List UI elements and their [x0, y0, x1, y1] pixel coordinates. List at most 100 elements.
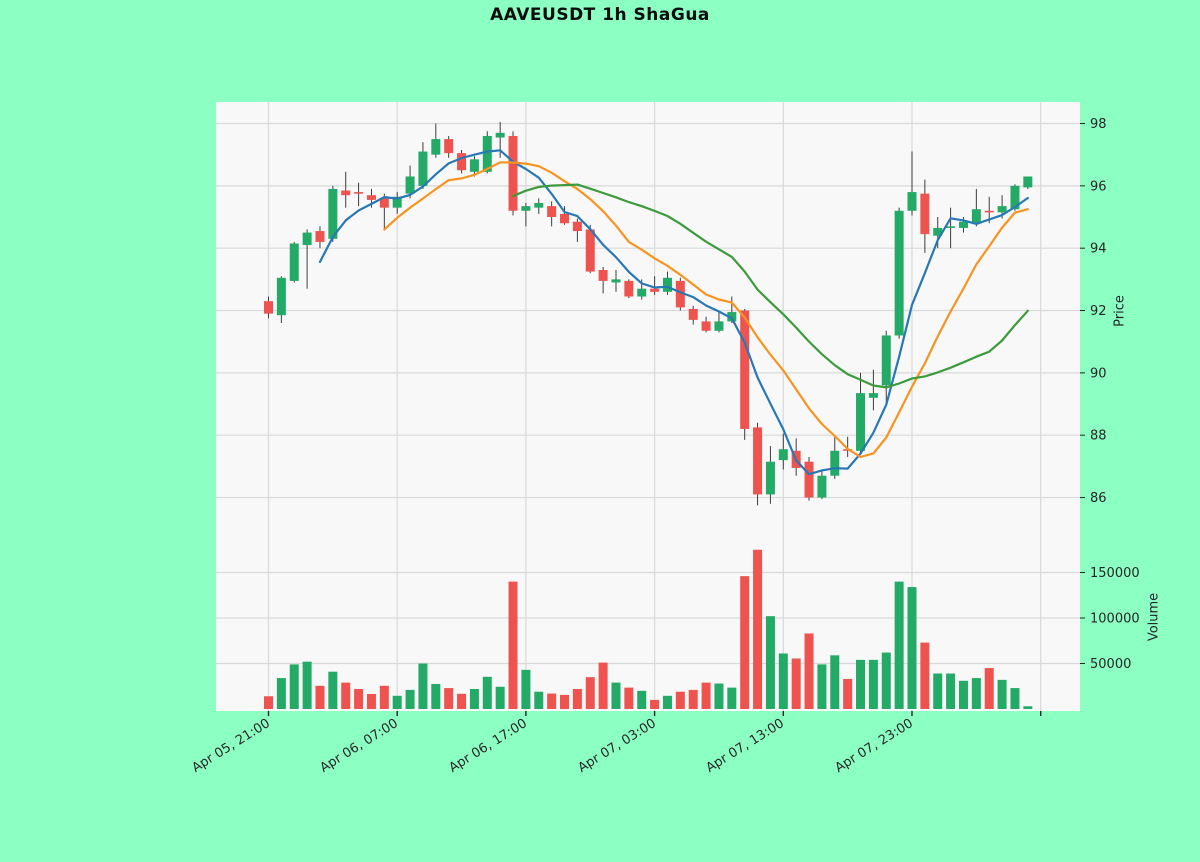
candle-body-down — [585, 229, 595, 272]
candle-body-up — [881, 335, 891, 386]
volume-bar — [650, 699, 660, 709]
volume-bar — [534, 691, 544, 709]
candle-body-down — [701, 321, 711, 331]
volume-bar — [418, 663, 428, 709]
candle-body-up — [418, 151, 428, 186]
volume-bar — [444, 688, 454, 709]
volume-bar — [920, 642, 930, 709]
candle-body-down — [366, 195, 376, 200]
candle-body-down — [315, 231, 325, 242]
volume-bar — [997, 679, 1007, 709]
volume-bar — [662, 695, 672, 709]
candle-body-up — [971, 209, 981, 224]
volume-bar — [289, 664, 299, 709]
candle-body-up — [830, 450, 840, 476]
candle-body-up — [778, 449, 788, 461]
volume-bar — [894, 581, 904, 709]
volume-bar — [560, 694, 570, 709]
volume-bar — [508, 581, 518, 709]
candle-body-up — [856, 393, 866, 451]
volume-bar — [1023, 706, 1033, 709]
volume-bar — [624, 687, 634, 709]
candle-body-down — [508, 135, 518, 211]
price-tick-label: 94 — [1090, 242, 1107, 257]
price-tick-label: 96 — [1090, 179, 1107, 194]
volume-bar — [688, 689, 698, 709]
candle-body-up — [469, 159, 479, 172]
volume-bar — [830, 655, 840, 709]
candle-body-up — [817, 475, 827, 498]
candle-body-up — [392, 196, 402, 208]
candle-body-up — [662, 277, 672, 292]
volume-bar — [765, 616, 775, 709]
volume-bar — [637, 690, 647, 709]
sma5-line — [318, 149, 1029, 476]
volume-bar — [379, 685, 389, 709]
candle-body-up — [495, 132, 505, 138]
volume-bar — [881, 652, 891, 709]
candle-body-down — [740, 310, 750, 429]
candle-body-down — [341, 190, 351, 196]
candle-body-down — [675, 280, 685, 308]
volume-bar — [495, 686, 505, 709]
candle-body-down — [804, 461, 814, 498]
price-tick-label: 86 — [1090, 491, 1107, 506]
volume-bar — [701, 682, 711, 709]
candle-body-up — [611, 279, 621, 283]
candle-body-up — [276, 277, 286, 316]
volume-bar — [675, 691, 685, 709]
candle-body-down — [547, 206, 557, 218]
plot-background — [216, 102, 1080, 711]
candle-body-down — [920, 193, 930, 235]
price-tick-label: 92 — [1090, 304, 1107, 319]
volume-bar — [431, 683, 441, 709]
candle-body-down — [598, 269, 608, 281]
candle-body-up — [868, 393, 878, 398]
volume-bar — [856, 659, 866, 709]
price-axis-label: Price — [1112, 295, 1128, 327]
volume-bar — [804, 633, 814, 709]
volume-bar — [958, 680, 968, 709]
volume-bar — [521, 669, 531, 709]
volume-bar — [572, 688, 582, 709]
price-tick-label: 98 — [1090, 117, 1107, 132]
volume-bar — [933, 673, 943, 709]
candle-body-down — [379, 198, 389, 208]
volume-tick-label: 50000 — [1090, 657, 1131, 672]
volume-bar — [778, 653, 788, 709]
volume-bar — [868, 659, 878, 709]
volume-bar — [354, 688, 364, 709]
volume-bar — [791, 658, 801, 709]
candle-body-down — [650, 288, 660, 292]
candle-body-up — [534, 202, 544, 208]
candle-body-down — [444, 139, 454, 154]
volume-tick-label: 150000 — [1090, 566, 1140, 581]
candle-body-down — [354, 192, 364, 194]
candle-body-up — [946, 226, 956, 228]
candle-body-up — [997, 206, 1007, 213]
candle-body-down — [624, 280, 634, 297]
volume-bar — [276, 678, 286, 709]
candle-body-up — [765, 461, 775, 495]
volume-bar — [611, 682, 621, 709]
volume-bar — [946, 673, 956, 709]
candle-body-up — [894, 210, 904, 336]
candle-body-up — [405, 176, 415, 194]
volume-bar — [1010, 688, 1020, 709]
candle-body-up — [482, 135, 492, 172]
volume-bar — [482, 676, 492, 709]
candle-body-up — [933, 227, 943, 236]
volume-tick-label: 100000 — [1090, 612, 1140, 627]
volume-bar — [753, 549, 763, 709]
candle-body-down — [753, 427, 763, 495]
volume-bar — [457, 693, 467, 709]
candle-body-down — [688, 308, 698, 320]
candle-body-up — [637, 288, 647, 297]
volume-bar — [843, 678, 853, 709]
volume-bar — [315, 685, 325, 709]
candle-body-up — [1010, 185, 1020, 210]
sma20-line — [511, 183, 1029, 389]
candle-body-up — [521, 206, 531, 211]
candle-body-up — [907, 192, 917, 211]
candle-body-down — [572, 221, 582, 232]
